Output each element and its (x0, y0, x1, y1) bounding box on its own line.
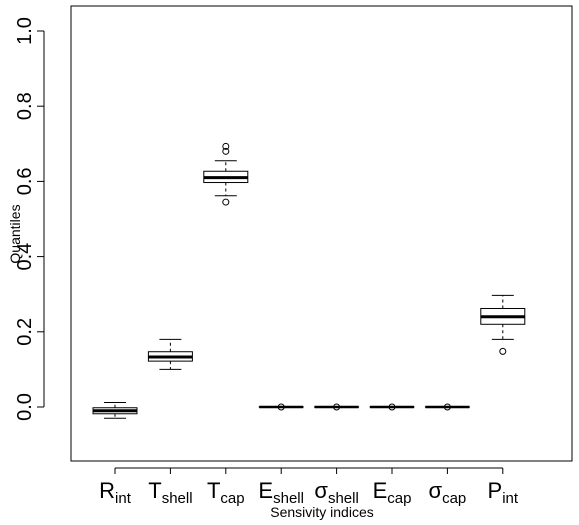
y-axis-label: Quantiles (7, 204, 23, 263)
x-axis: Rint Tshell Tcap Eshell σshell Ecap σcap Pint (99, 467, 519, 507)
x-tick-label-4: σshell (314, 478, 358, 507)
x-tick-label-6: σcap (429, 478, 467, 507)
y-axis: 0.0 0.2 0.4 0.6 0.8 1.0 (14, 17, 45, 421)
box-3 (258, 403, 304, 411)
x-axis-label: Sensivity indices (270, 504, 374, 520)
box-7 (480, 294, 526, 355)
x-tick-label-3: Eshell (258, 478, 304, 507)
x-tick-label-1: Tshell (148, 478, 192, 507)
box-4 (314, 403, 360, 411)
outlier-point-0 (222, 198, 230, 206)
x-tick-label-0: Rint (99, 478, 132, 507)
y-tick-label-1: 0.2 (14, 318, 36, 346)
y-tick-label-5: 1.0 (14, 17, 36, 45)
outlier-point-0 (388, 403, 396, 411)
plot-frame (70, 5, 573, 462)
x-tick-label-7: Pint (488, 478, 519, 507)
x-tick-label-5: Ecap (373, 478, 412, 507)
y-tick-label-3: 0.6 (14, 167, 36, 195)
box-0 (92, 401, 138, 419)
box-6 (424, 403, 470, 411)
box-5 (369, 403, 415, 411)
outlier-point-0 (277, 403, 285, 411)
outlier-point-1 (222, 147, 230, 155)
y-tick-label-0: 0.0 (14, 393, 36, 421)
outlier-point-0 (333, 403, 341, 411)
boxes (92, 142, 526, 419)
outlier-point-0 (499, 347, 507, 355)
outlier-point-0 (443, 403, 451, 411)
x-tick-label-2: Tcap (207, 478, 245, 507)
y-tick-label-4: 0.8 (14, 92, 36, 120)
outlier-point-2 (222, 142, 230, 150)
box-1 (147, 338, 193, 370)
box-2 (203, 142, 249, 206)
y-tick-label-2: 0.4 (14, 243, 36, 271)
